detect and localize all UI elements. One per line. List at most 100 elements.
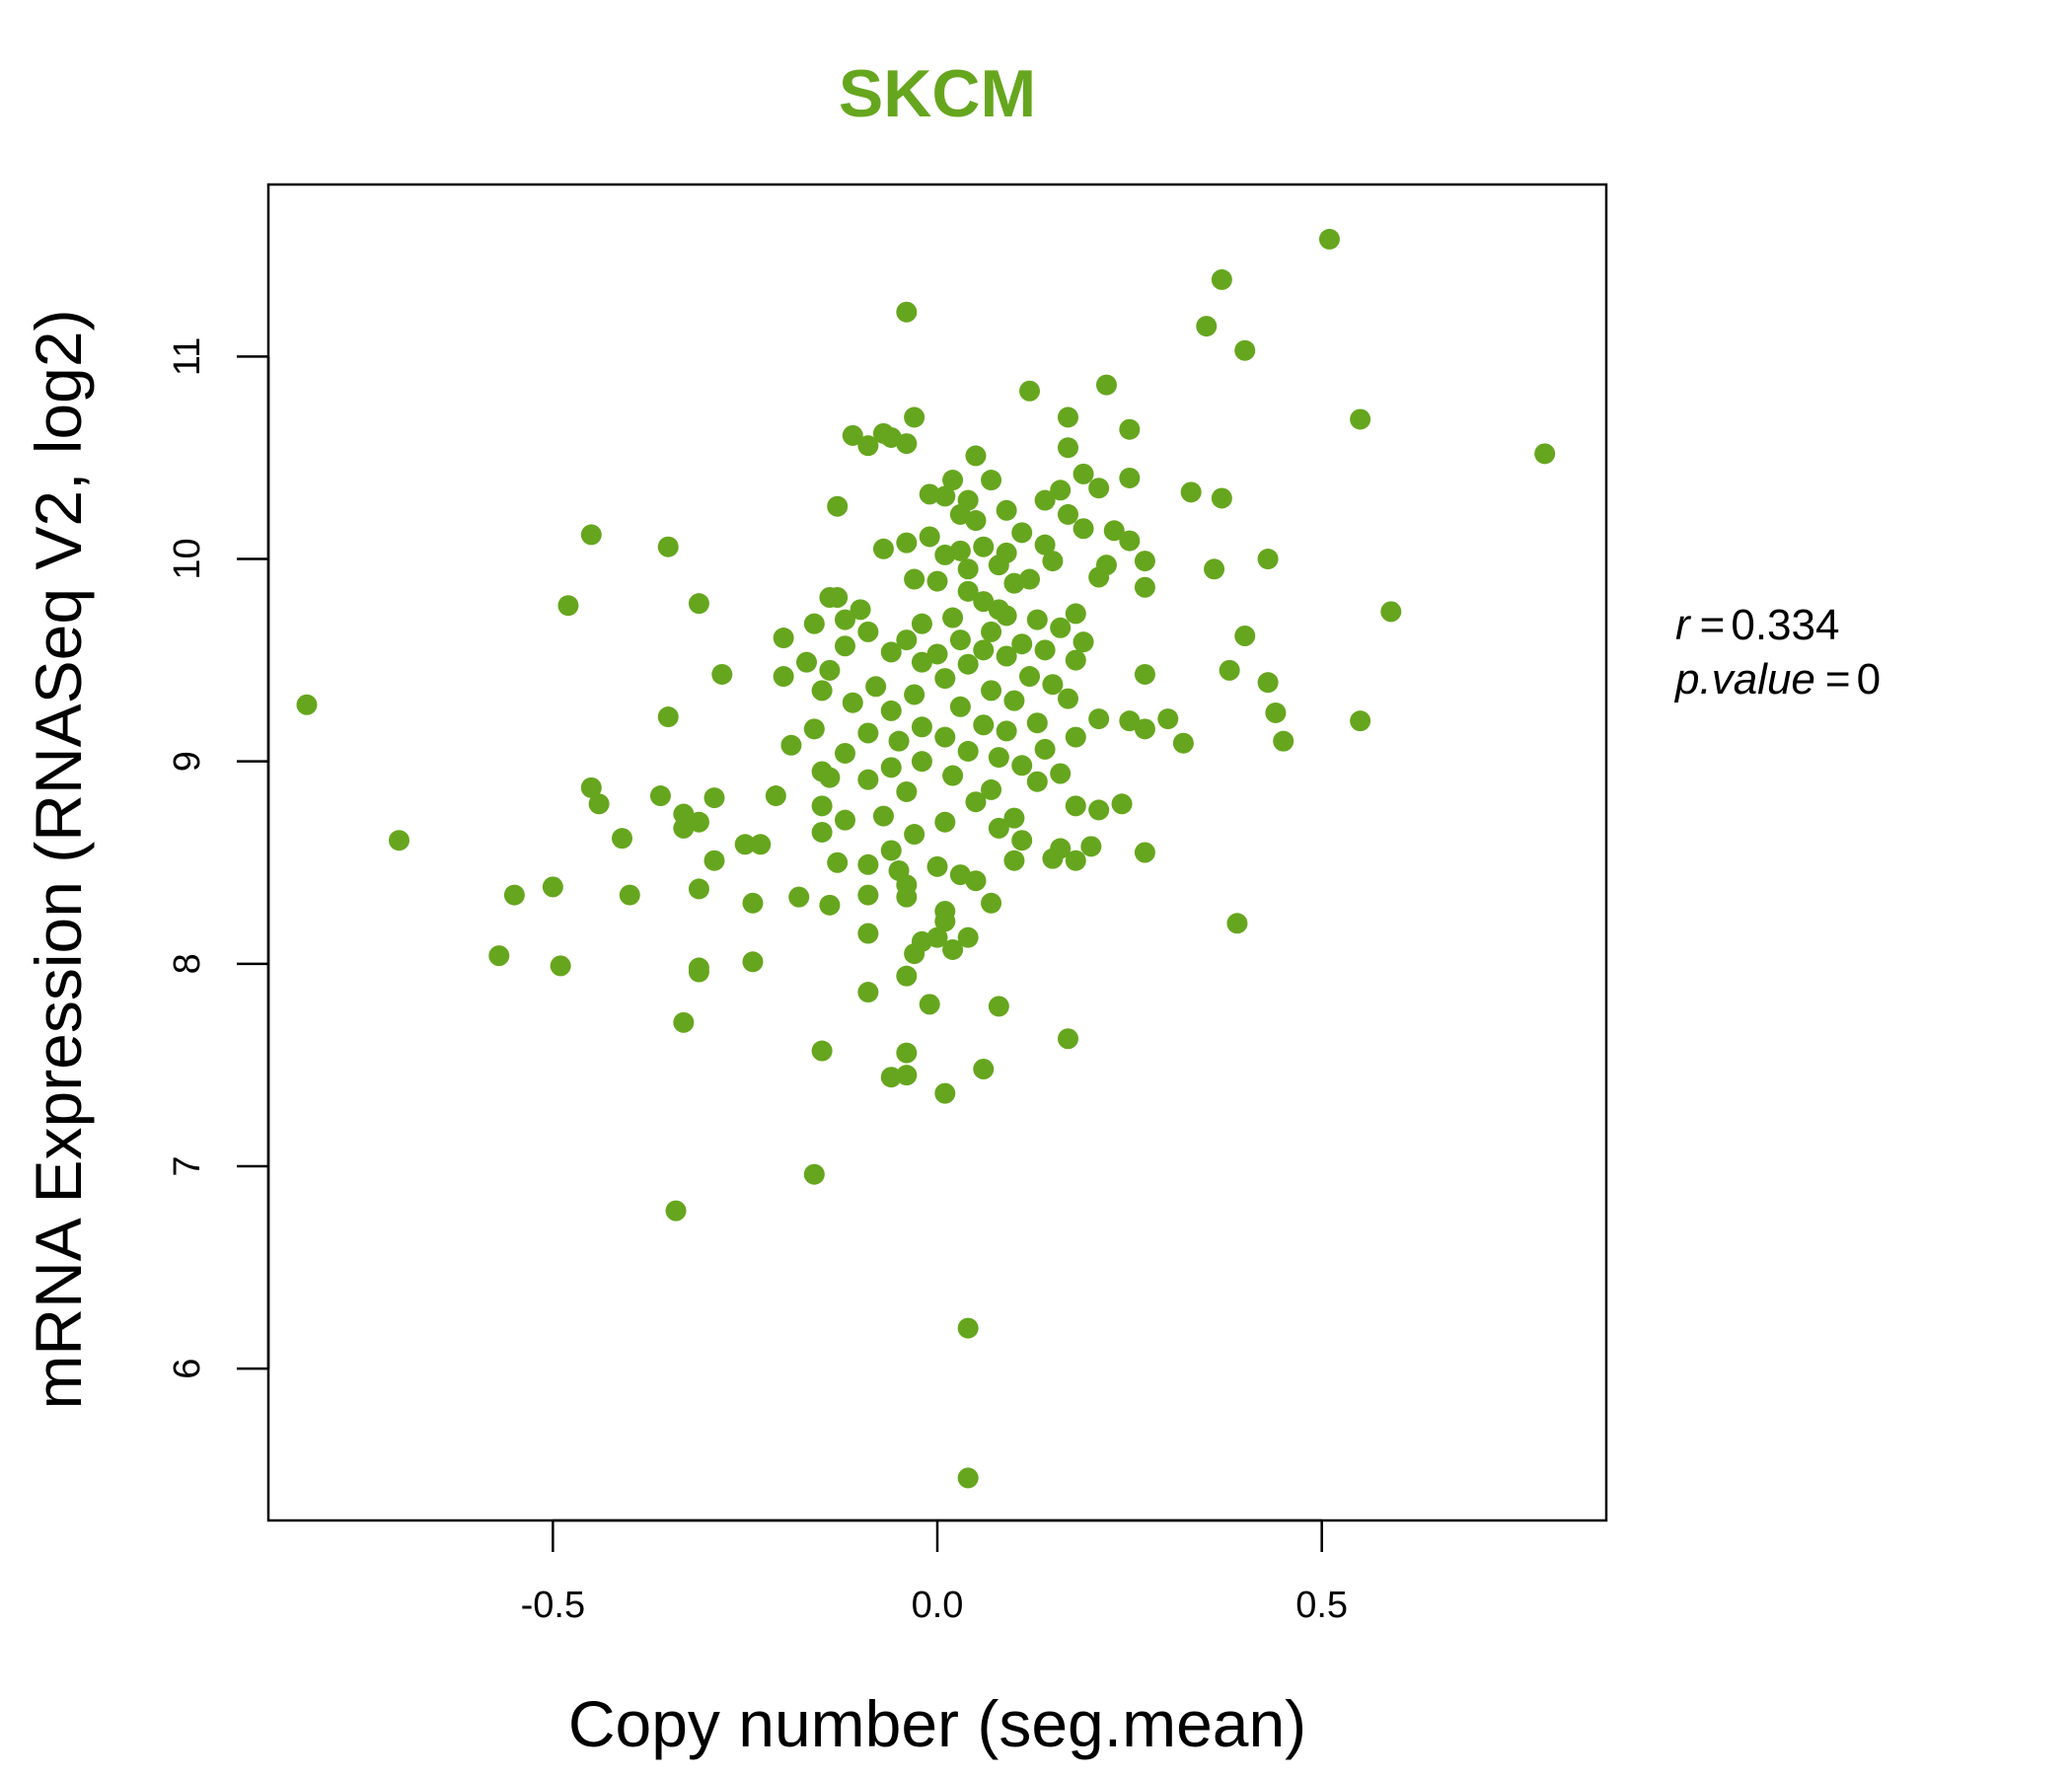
data-point (834, 809, 855, 831)
data-point (896, 780, 918, 802)
data-point (1050, 763, 1072, 784)
data-point (1065, 649, 1086, 671)
data-point (1057, 407, 1078, 428)
data-point (911, 716, 932, 738)
data-point (688, 961, 709, 983)
data-point (926, 643, 948, 665)
data-point (1019, 666, 1041, 688)
data-point (1119, 710, 1141, 732)
data-point (1134, 663, 1155, 685)
data-point (780, 734, 802, 756)
data-point (1011, 755, 1033, 777)
data-point (1065, 795, 1086, 817)
data-point (819, 894, 841, 916)
data-point (988, 747, 1009, 769)
data-point (1234, 625, 1256, 646)
data-point (942, 607, 964, 629)
data-point (872, 805, 894, 827)
data-point (880, 757, 902, 778)
data-point (296, 694, 318, 715)
data-point (1057, 1028, 1078, 1050)
data-point (911, 651, 932, 673)
data-point (996, 499, 1017, 521)
data-point (688, 593, 709, 615)
data-point (811, 795, 833, 817)
data-point (1011, 830, 1033, 851)
data-point (911, 613, 932, 634)
data-point (649, 785, 671, 807)
data-point (1026, 771, 1048, 792)
data-point (896, 532, 918, 554)
data-point (865, 676, 887, 698)
data-point (857, 621, 879, 642)
data-point (1257, 672, 1279, 694)
data-point (1088, 708, 1110, 730)
data-point (934, 726, 956, 748)
data-point (904, 407, 925, 428)
data-point (919, 526, 940, 548)
data-point (957, 740, 979, 762)
x-axis: -0.5 0.0 0.5 (521, 1518, 1348, 1626)
data-point (1273, 730, 1295, 752)
data-point (703, 850, 725, 871)
data-point (949, 629, 971, 651)
y-tick-label: 6 (167, 1359, 208, 1379)
data-point (973, 1059, 995, 1080)
data-point (988, 996, 1009, 1017)
data-point (711, 663, 733, 685)
data-point (788, 886, 810, 908)
data-point (665, 1200, 687, 1221)
data-point (1088, 478, 1110, 499)
data-point (988, 817, 1009, 839)
data-point (742, 892, 764, 914)
data-point (926, 570, 948, 592)
data-point (896, 301, 918, 323)
data-point (834, 635, 855, 657)
data-point (803, 613, 825, 634)
data-point (1119, 530, 1141, 552)
data-point (857, 884, 879, 906)
r-value: 0.334 (1731, 601, 1839, 649)
data-point (857, 722, 879, 744)
data-point (1011, 633, 1033, 655)
data-point (657, 706, 679, 728)
data-points (296, 228, 1556, 1489)
data-point (557, 595, 579, 617)
data-point (819, 587, 841, 609)
r-label: r (1675, 601, 1692, 649)
data-point (904, 568, 925, 590)
data-point (1034, 738, 1056, 760)
data-point (811, 680, 833, 702)
data-point (911, 751, 932, 773)
data-point (673, 1011, 695, 1033)
data-point (996, 720, 1017, 742)
data-point (488, 945, 510, 967)
data-point (588, 793, 610, 815)
data-point (1073, 518, 1094, 540)
data-point (965, 791, 987, 813)
data-point (919, 483, 940, 505)
data-point (1119, 418, 1141, 440)
data-point (796, 651, 818, 673)
data-point (896, 886, 918, 908)
y-tick-label: 10 (167, 538, 208, 579)
data-point (834, 742, 855, 764)
data-point (1204, 558, 1225, 580)
data-point (1042, 848, 1064, 869)
correlation-stats: r = 0.334 p.value = 0 (1673, 601, 1881, 703)
data-point (934, 668, 956, 690)
data-point (904, 943, 925, 965)
data-point (981, 470, 1002, 491)
data-point (957, 558, 979, 580)
data-point (1196, 316, 1218, 337)
data-point (673, 817, 695, 839)
data-point (827, 495, 849, 517)
data-point (1226, 913, 1248, 934)
data-point (611, 828, 632, 850)
data-point (926, 855, 948, 877)
data-point (1065, 603, 1086, 625)
data-point (1003, 572, 1025, 594)
data-point (896, 629, 918, 651)
data-point (857, 435, 879, 457)
data-point (949, 696, 971, 717)
